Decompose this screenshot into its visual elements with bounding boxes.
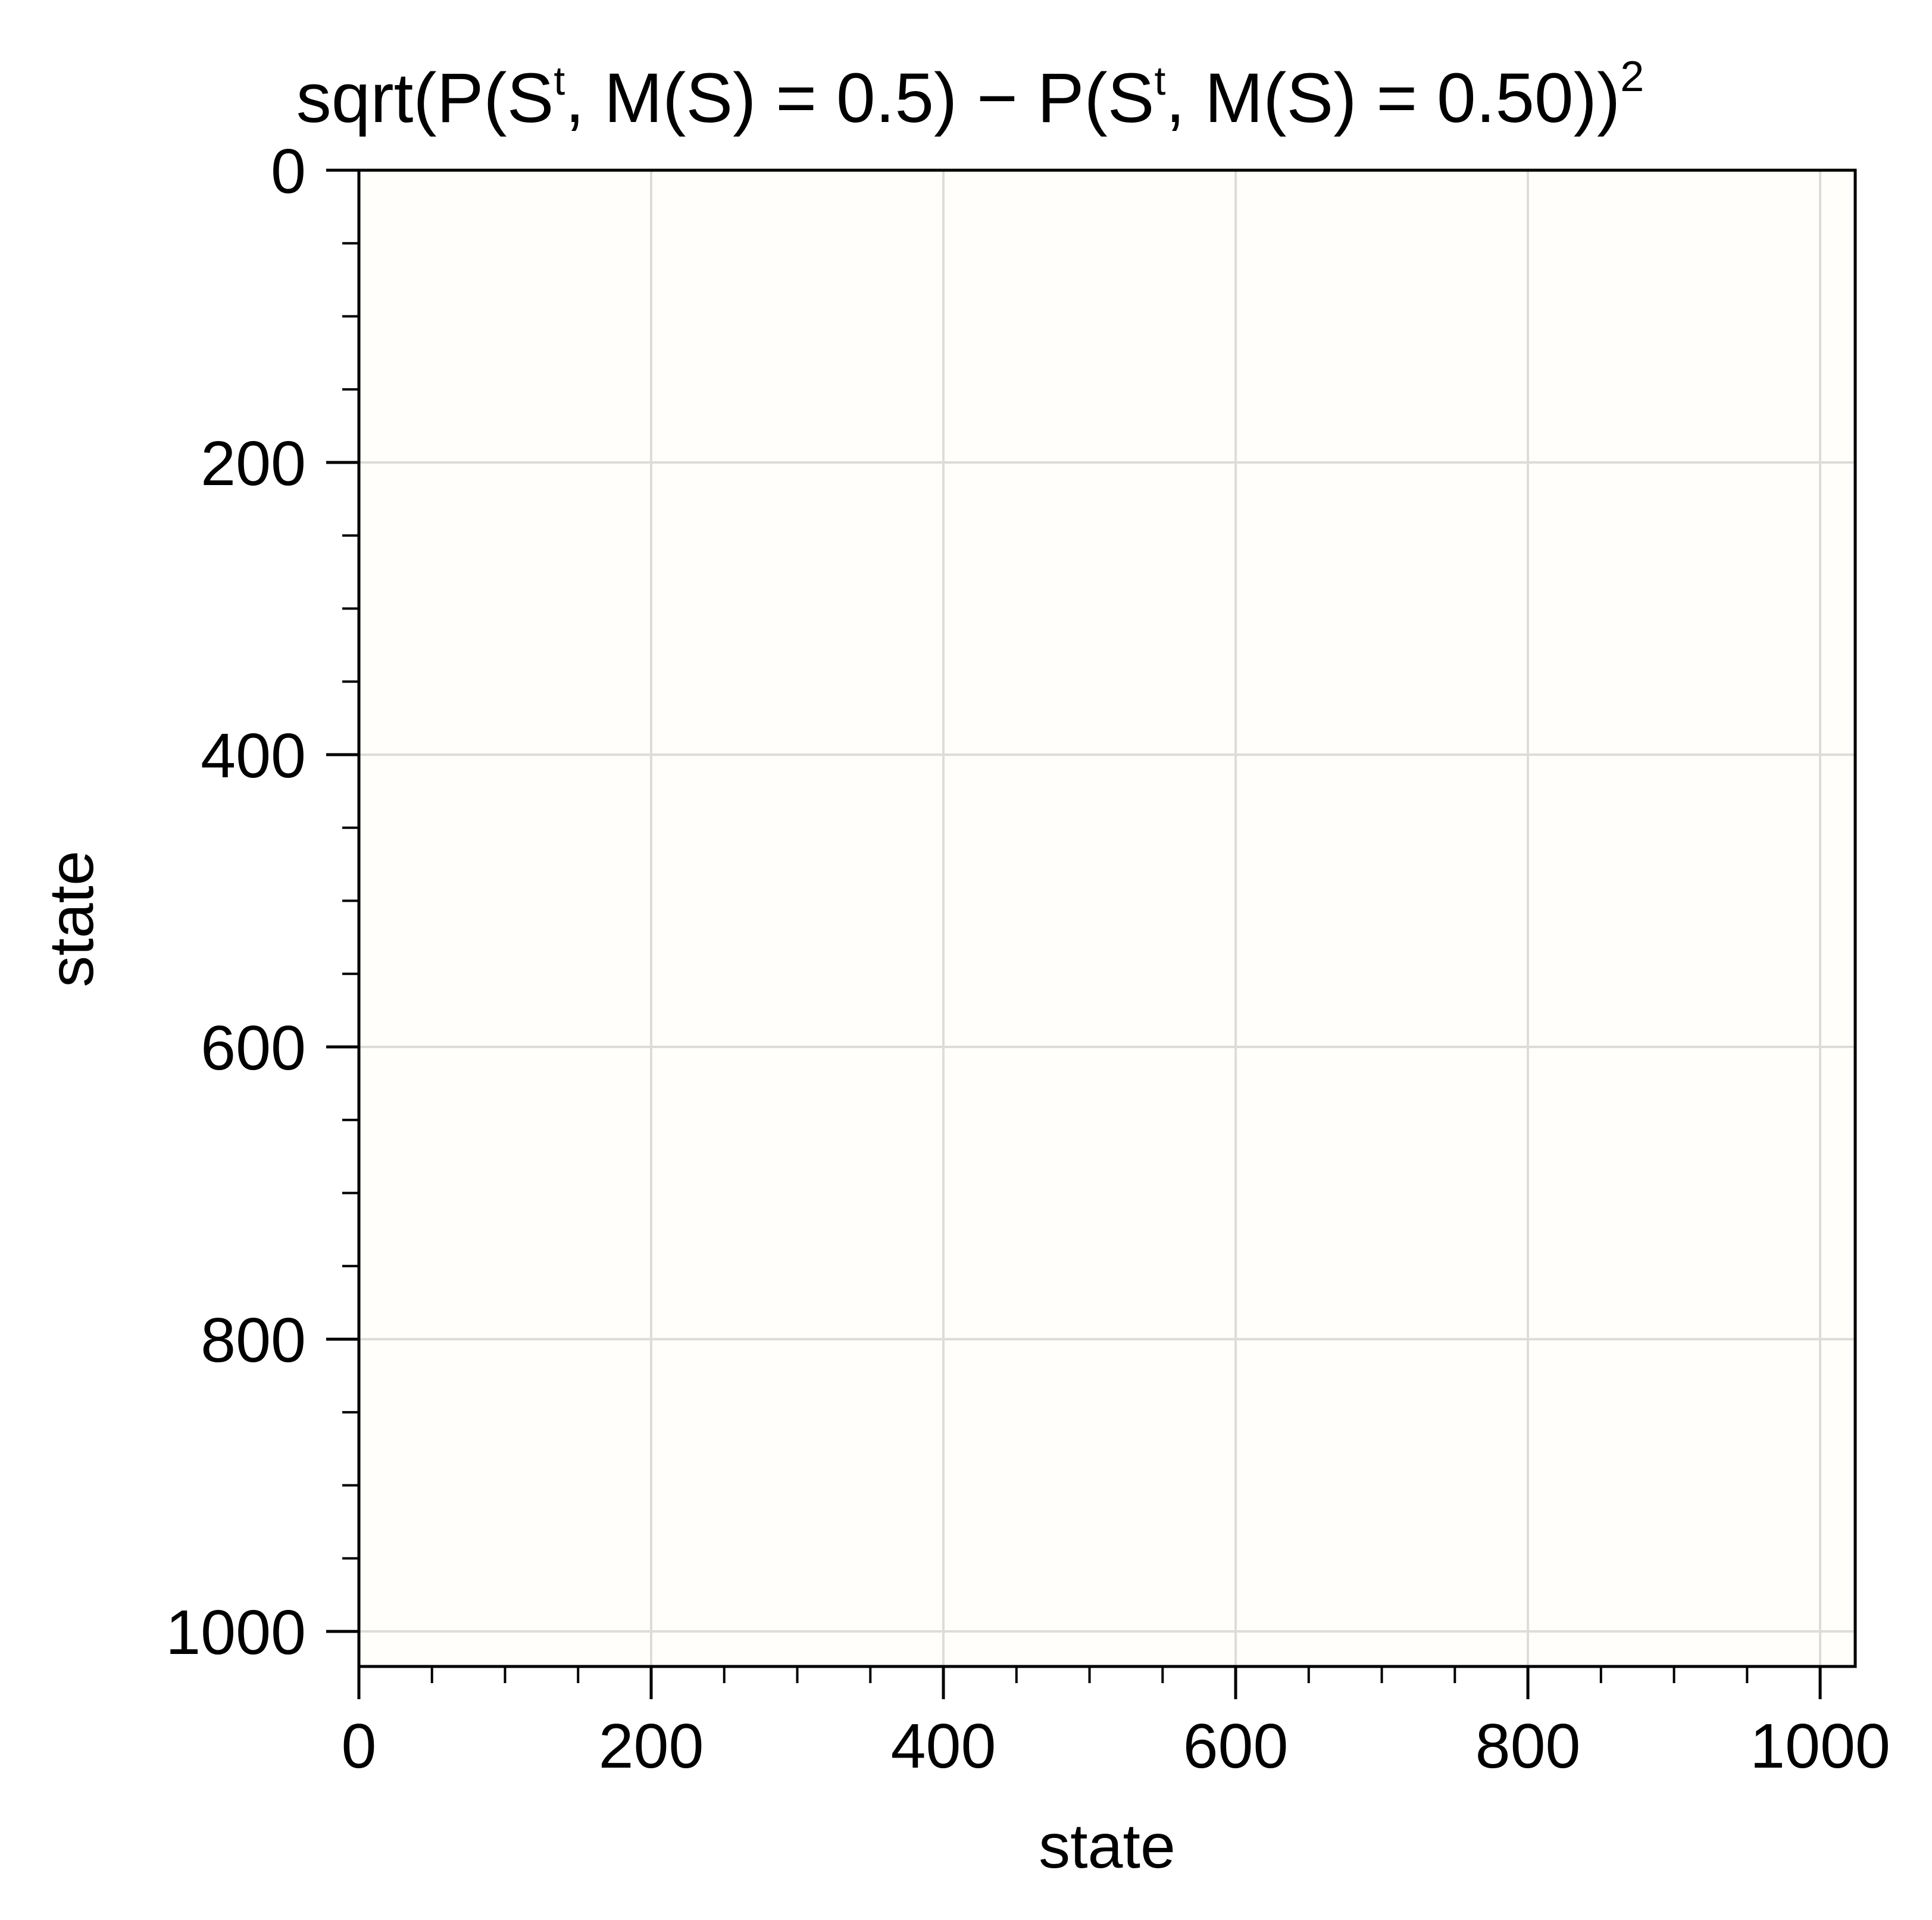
y-tick-label-400: 400 — [201, 721, 306, 791]
x-tick-label-600: 600 — [1183, 1711, 1289, 1781]
y-tick-label-1000: 1000 — [165, 1597, 306, 1668]
title-superscript-2: t — [1154, 58, 1165, 104]
title-part-mid1: , M(S) = 0.5) − P(S — [565, 59, 1154, 137]
y-axis-label: state — [36, 850, 107, 987]
x-axis-ticks — [357, 1666, 1822, 1699]
plot-area — [359, 170, 1855, 1666]
plot-frame — [357, 168, 1857, 1668]
y-tick-label-800: 800 — [201, 1305, 306, 1375]
chart-title: sqrt(P(St, M(S) = 0.5) − P(St, M(S) = 0.… — [296, 53, 1645, 137]
x-tick-label-800: 800 — [1475, 1711, 1581, 1781]
x-tick-label-1000: 1000 — [1750, 1711, 1890, 1781]
x-tick-label-400: 400 — [891, 1711, 996, 1781]
title-part-mid2: , M(S) = 0.50)) — [1165, 59, 1620, 137]
title-part-prefix: sqrt(P(S — [296, 59, 554, 137]
x-axis-tick-labels: 0 200 400 600 800 1000 — [342, 1711, 1890, 1781]
title-superscript-3: 2 — [1620, 53, 1644, 101]
y-tick-label-200: 200 — [201, 429, 306, 499]
y-axis-ticks — [326, 168, 359, 1633]
x-axis-label: state — [1039, 1811, 1176, 1881]
y-tick-label-0: 0 — [271, 136, 306, 207]
y-axis-tick-labels: 0 200 400 600 800 1000 — [165, 136, 306, 1668]
x-tick-label-200: 200 — [599, 1711, 704, 1781]
title-superscript-1: t — [554, 58, 565, 104]
grid-lines — [358, 169, 1855, 1666]
x-tick-label-0: 0 — [342, 1711, 377, 1781]
y-tick-label-600: 600 — [201, 1013, 306, 1083]
